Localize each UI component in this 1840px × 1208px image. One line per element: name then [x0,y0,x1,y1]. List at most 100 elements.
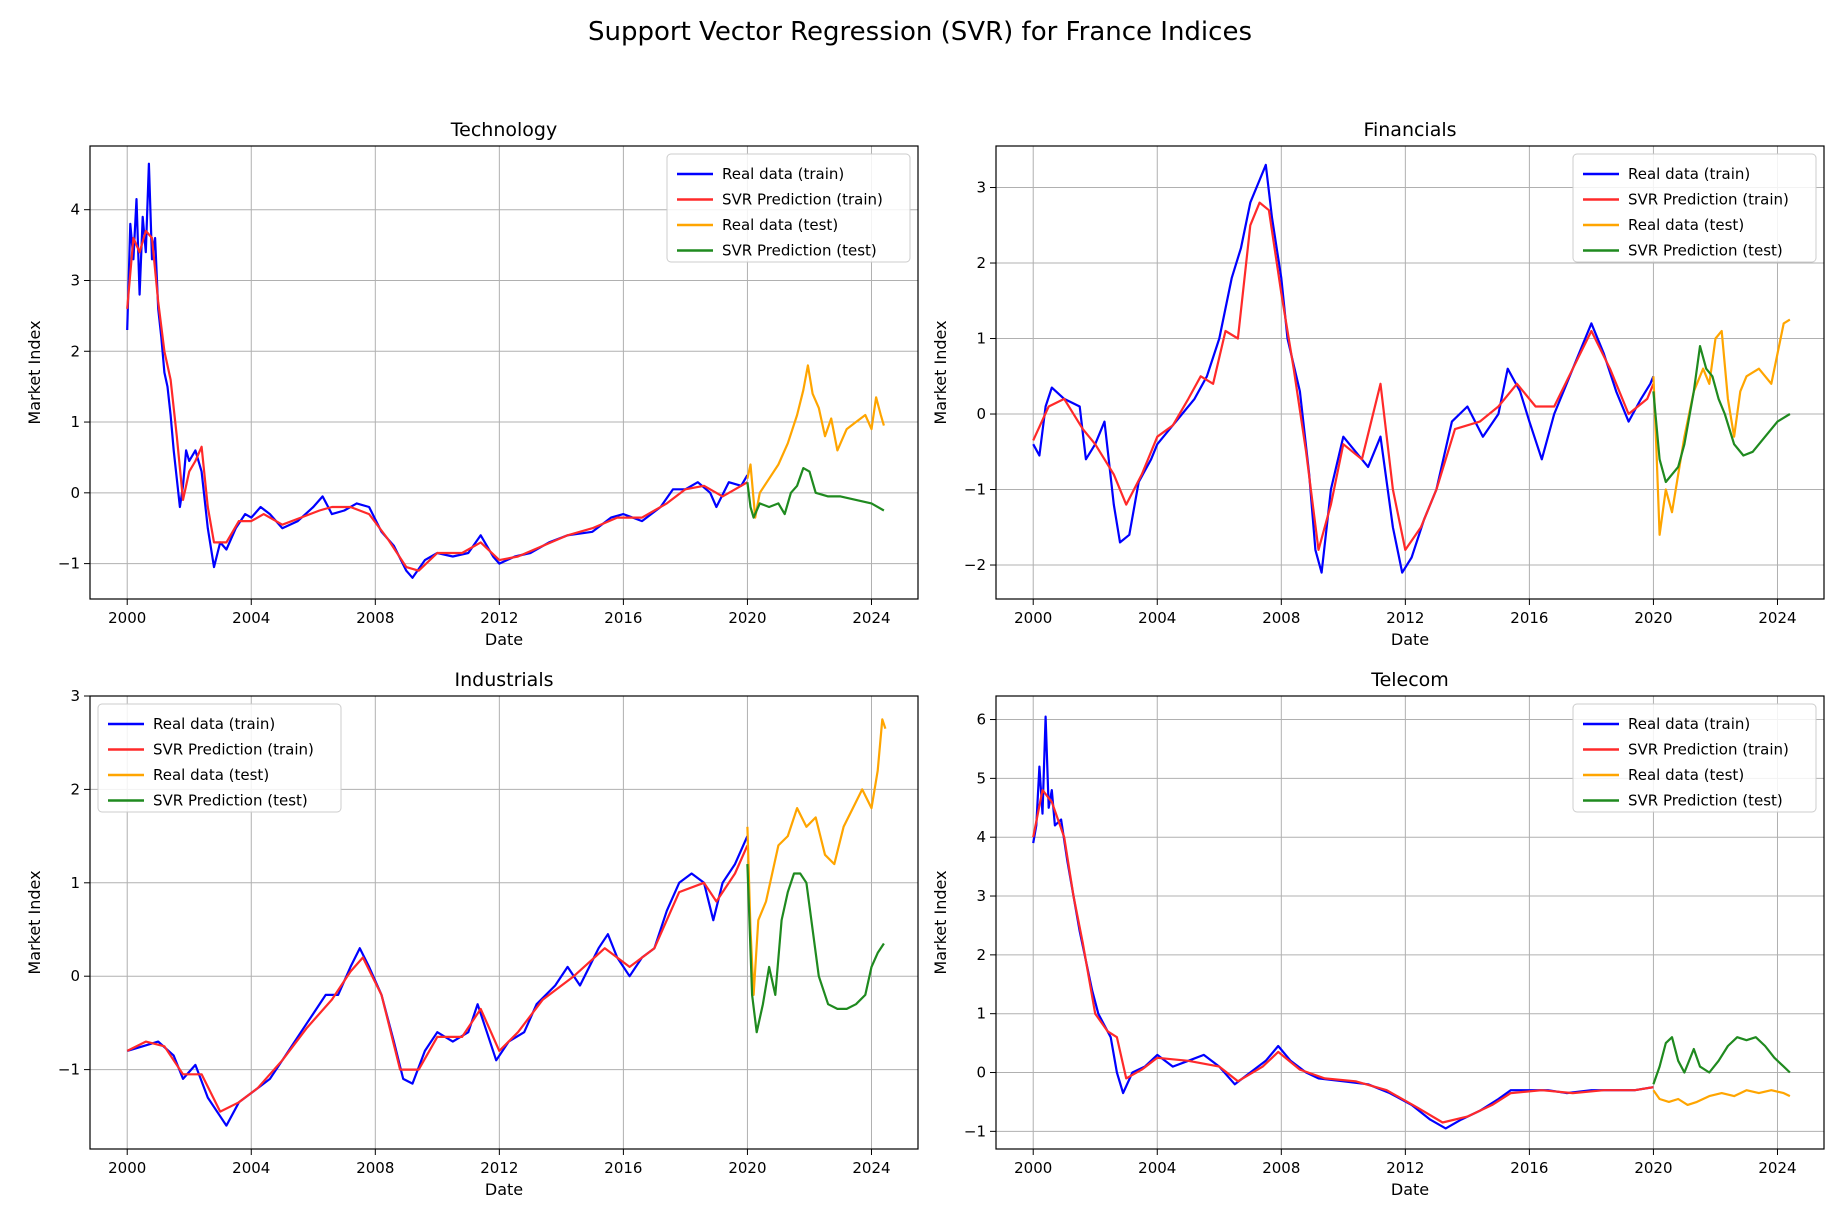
x-tick-label: 2012 [1386,1159,1424,1177]
y-tick-label: −1 [964,481,986,499]
y-tick-label: 5 [976,769,986,787]
series-line-svr-test [746,467,885,519]
x-tick-label: 2020 [1634,609,1672,627]
legend-box [1572,703,1817,813]
x-tick-label: 2000 [1014,609,1052,627]
subplot-title: Technology [450,119,557,141]
series-line-svr-test [1652,345,1791,484]
x-tick-label: 2000 [108,609,146,627]
legend-label: SVR Prediction (train) [1628,191,1789,209]
y-tick-label: 3 [70,271,80,289]
y-tick-label: −1 [58,1061,80,1079]
y-axis-label: Market Index [931,870,950,974]
y-tick-label: 1 [70,874,80,892]
x-tick-label: 2004 [232,1159,270,1177]
x-tick-label: 2004 [232,609,270,627]
legend-label: SVR Prediction (train) [1628,741,1789,759]
y-tick-label: 0 [976,405,986,423]
legend-label: SVR Prediction (train) [722,191,883,209]
figure-title: Support Vector Regression (SVR) for Fran… [588,17,1252,47]
y-tick-label: 1 [70,413,80,431]
legend-label: Real data (train) [1628,165,1750,183]
y-tick-label: 2 [976,254,986,272]
subplot-grid: 2000 2004 2008 2012 2016 2020 2024−101234Techn… [25,119,1825,1199]
subplot-financials: 2000 2004 2008 2012 2016 2020 2024 −2 −1 0 1 2 3 Fina… [931,119,1825,649]
y-tick-label: 3 [976,179,986,197]
y-tick-label: 2 [70,342,80,360]
legend-label: SVR Prediction (test) [153,792,308,810]
x-tick-label: 2012 [1386,609,1424,627]
x-tick-label: 2016 [1510,609,1548,627]
legend-label: Real data (test) [1628,766,1744,784]
y-tick-label: 1 [976,330,986,348]
y-tick-label: −1 [58,555,80,573]
y-tick-label: 0 [976,1064,986,1082]
y-tick-label: 2 [976,946,986,964]
x-axis-label: Date [1391,630,1429,649]
y-axis-label: Market Index [931,320,950,424]
x-tick-label: 2024 [852,609,890,627]
subplot-telecom: 2000 2004 2008 2012 2016 2020 2024 −1 0 1 2 3 4 5 6 Tel… [931,669,1825,1199]
axes-frame [89,695,919,1150]
subplot-technology: 2000 2004 2008 2012 2016 2020 2024 −1 0 1 2 3 4 Techn… [25,119,919,649]
legend-label: SVR Prediction (test) [1628,242,1783,260]
series-line-svr-train [1032,789,1654,1124]
legend-label: SVR Prediction (test) [1628,792,1783,810]
x-tick-label: 2008 [1262,1159,1300,1177]
y-tick-label: 3 [976,887,986,905]
x-tick-label: 2016 [604,1159,642,1177]
x-tick-label: 2024 [1758,1159,1796,1177]
series-line-svr-test [1652,1036,1791,1085]
legend: Real data (train) SVR Prediction (train) R… [666,153,911,263]
x-tick-label: 2024 [852,1159,890,1177]
y-tick-label: −2 [964,556,986,574]
legend-label: Real data (test) [722,216,838,234]
x-axis-label: Date [485,630,523,649]
legend-label: SVR Prediction (test) [722,242,877,260]
legend-label: Real data (test) [153,766,269,784]
y-tick-label: 2 [70,780,80,798]
x-tick-label: 2000 [108,1159,146,1177]
x-axis-label: Date [485,1180,523,1199]
series-line-real-test [746,364,885,519]
y-tick-label: 3 [70,687,80,705]
x-tick-label: 2008 [356,609,394,627]
y-tick-label: 1 [976,1005,986,1023]
legend-label: Real data (test) [1628,216,1744,234]
y-tick-label: 6 [976,711,986,729]
y-tick-label: 0 [70,967,80,985]
y-tick-label: 0 [70,484,80,502]
legend: Real data (train) SVR Prediction (train) R… [1572,153,1817,263]
x-tick-label: 2024 [1758,609,1796,627]
x-tick-label: 2008 [356,1159,394,1177]
subplot-industrials: 2000 2004 2008 2012 2016 2020 2024 −1 0 1 2 3 Indust… [25,669,919,1199]
x-tick-label: 2020 [728,609,766,627]
x-tick-label: 2020 [728,1159,766,1177]
legend-box [666,153,911,263]
legend-box [1572,153,1817,263]
y-axis-label: Market Index [25,870,44,974]
x-tick-label: 2004 [1138,609,1176,627]
series-line-real-train [1032,163,1655,574]
legend-label: Real data (train) [722,165,844,183]
subplot-title: Financials [1363,119,1456,141]
series-line-real-test [1652,318,1791,536]
series-line-svr-train [126,229,748,572]
y-tick-label: −1 [964,1122,986,1140]
axes-frame [995,695,1825,1150]
x-tick-label: 2016 [604,609,642,627]
x-axis-label: Date [1391,1180,1429,1199]
subplot-title: Industrials [454,669,553,691]
subplot-title: Telecom [1370,669,1449,691]
axes-frame [89,145,919,600]
x-tick-label: 2012 [480,609,518,627]
legend: Real data (train) SVR Prediction (train) R… [1572,703,1817,813]
axes-frame [995,145,1825,600]
legend-box [97,703,342,813]
x-tick-label: 2008 [1262,609,1300,627]
legend: Real data (train) SVR Prediction (train) R… [97,703,342,813]
legend-label: Real data (train) [153,715,275,733]
series-line-real-test [746,718,887,996]
